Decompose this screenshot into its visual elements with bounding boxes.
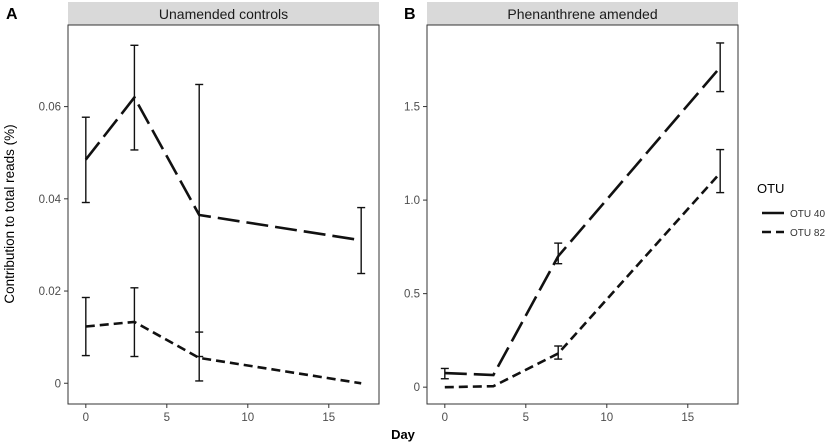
- panel-a-errorbar-otu-82: [130, 287, 139, 358]
- panel-b-letter: B: [404, 6, 416, 23]
- legend-title: OTU: [757, 181, 784, 196]
- panel-b-errorbar-otu-40: [440, 367, 449, 380]
- legend: OTU OTU 40 OTU 82: [757, 181, 825, 239]
- panel-b-x-tick-label: 15: [681, 412, 694, 424]
- panel-a-y-tick-label: 0.06: [39, 102, 61, 114]
- x-axis-title: Day: [391, 427, 416, 442]
- panel-a-x-tick-label: 0: [83, 412, 89, 424]
- panel-b-errorbar-otu-40: [716, 42, 725, 93]
- panel-a-axes: 0 5 10 15 0 0.02 0.04 0.06: [39, 102, 336, 424]
- panel-a-x-tick-label: 10: [241, 412, 254, 424]
- panel-b-axes: 0 5 10 15 0 0.5 1.0 1.5: [404, 102, 694, 424]
- panel-b-line-otu-40: [444, 66, 722, 377]
- panel-b-strip: [427, 2, 738, 25]
- panel-b-title: Phenanthrene amended: [507, 6, 657, 22]
- panel-a-series: [81, 44, 366, 385]
- panel-a-y-tick-label: 0: [55, 378, 61, 390]
- panel-b-x-tick-label: 0: [442, 412, 448, 424]
- panel-a-x-tick-label: 5: [164, 412, 170, 424]
- panel-a-errorbar-otu-40: [357, 206, 366, 275]
- panel-a-title: Unamended controls: [159, 6, 288, 22]
- panel-b-x-tick-label: 10: [600, 412, 613, 424]
- panel-b-frame: [426, 24, 739, 405]
- panel-a-errorbar-otu-40: [130, 44, 139, 151]
- panel-b-errorbar-otu-40: [554, 242, 563, 265]
- panel-a-errorbar-otu-40: [81, 116, 90, 204]
- panel-b-errorbar-otu-82: [554, 345, 563, 360]
- panel-a-errorbar-otu-82: [81, 296, 90, 357]
- legend-label-otu-82: OTU 82: [790, 228, 825, 239]
- y-axis-title: Contribution to total reads (%): [2, 124, 17, 303]
- legend-label-otu-40: OTU 40: [790, 209, 825, 220]
- panel-a-letter: A: [6, 6, 18, 23]
- panel-a-errorbar-otu-82: [195, 331, 204, 382]
- panel-a-y-tick-label: 0.04: [39, 194, 62, 206]
- panel-b-series: [440, 42, 725, 389]
- panel-a-line-otu-40: [84, 95, 362, 242]
- panel-a-y-tick-label: 0.02: [39, 286, 61, 298]
- panel-b-errorbar-otu-82: [716, 148, 725, 194]
- panel-a-errorbar-otu-40: [195, 83, 204, 358]
- panel-b-y-tick-label: 1.0: [404, 195, 420, 207]
- panel-a-strip: [68, 2, 379, 25]
- panel-b-y-tick-label: 0: [414, 382, 420, 394]
- panel-a-x-tick-label: 15: [322, 412, 335, 424]
- panel-a-frame: [67, 24, 380, 405]
- panel-b-y-tick-label: 0.5: [404, 289, 420, 301]
- panel-b-y-tick-label: 1.5: [404, 102, 420, 114]
- panel-b-x-tick-label: 5: [523, 412, 529, 424]
- panel-a-line-otu-82: [85, 320, 362, 385]
- panel-b-line-otu-82: [444, 172, 722, 389]
